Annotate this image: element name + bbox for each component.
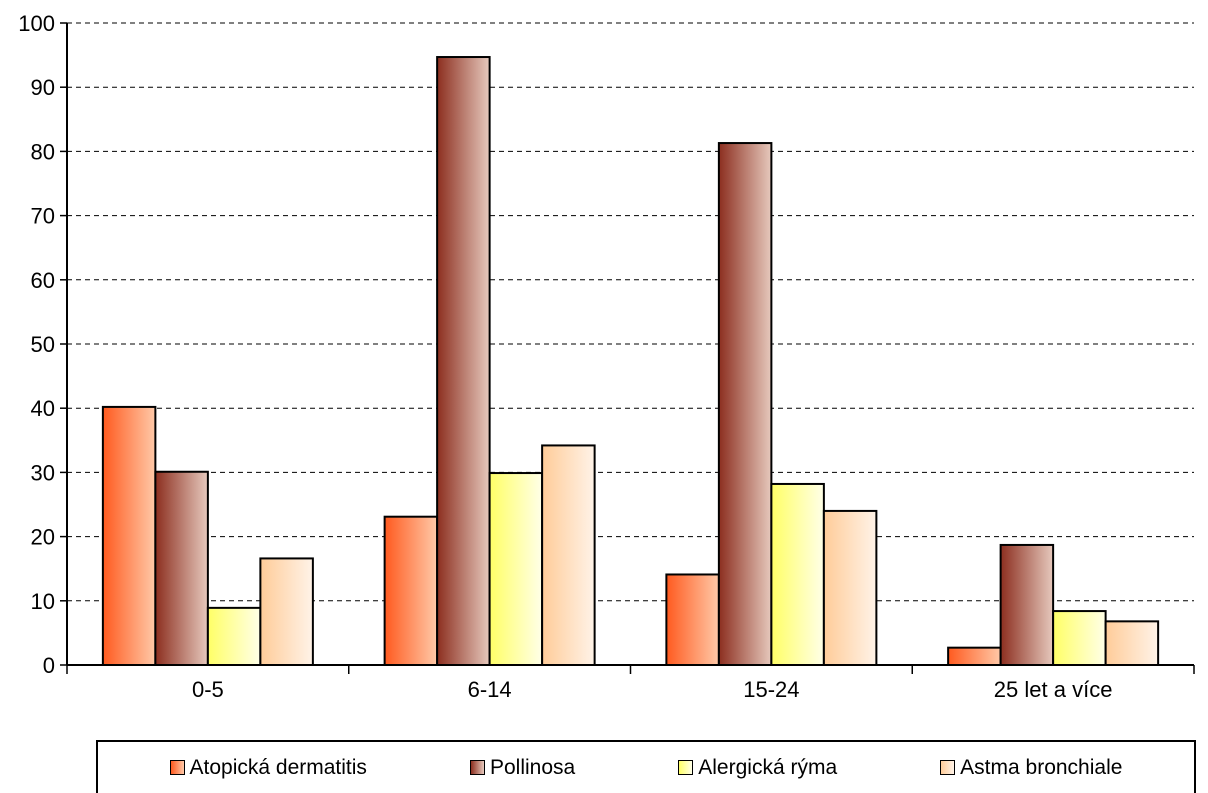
legend-item-pollinosa: Pollinosa xyxy=(469,755,576,780)
bar xyxy=(770,482,825,666)
x-tick-label: 6-14 xyxy=(468,677,512,702)
y-tick-label: 50 xyxy=(31,332,55,357)
legend-label: Atopická dermatitis xyxy=(189,755,367,779)
bar xyxy=(488,472,544,666)
bar xyxy=(206,606,262,666)
bar xyxy=(999,543,1055,666)
bar xyxy=(1104,620,1160,666)
legend: Atopická dermatitis Pollinosa Alergická … xyxy=(96,740,1196,793)
y-tick-label: 20 xyxy=(31,525,55,550)
legend-item-asthma: Astma bronchiale xyxy=(940,756,1122,780)
y-tick-label: 100 xyxy=(18,11,55,36)
bar xyxy=(717,142,773,666)
legend-label: Astma bronchiale xyxy=(960,755,1123,779)
bars xyxy=(101,56,1160,667)
bar xyxy=(259,557,314,666)
bar xyxy=(822,509,878,667)
bar xyxy=(947,646,1002,667)
y-tick-label: 90 xyxy=(31,75,55,100)
legend-item-atopic-dermatitis: Atopická dermatitis xyxy=(169,755,367,780)
x-tick-label: 25 let a více xyxy=(994,677,1113,702)
y-tick-label: 30 xyxy=(31,460,55,485)
legend-item-allergic-rhinitis: Alergická rýma xyxy=(678,756,837,780)
y-tick-label: 80 xyxy=(31,139,55,164)
y-tick-label: 70 xyxy=(31,204,55,229)
bar-chart: 0 10 20 30 40 50 60 70 80 90 100 0-5 6-14 15-24 25 let… xyxy=(18,11,1195,702)
gridlines xyxy=(67,22,1194,602)
legend-swatch xyxy=(469,760,485,775)
bar xyxy=(436,56,491,666)
bar xyxy=(541,444,596,666)
y-tick-label: 0 xyxy=(43,653,55,678)
bar xyxy=(1052,610,1107,667)
x-tick-label: 15-24 xyxy=(743,677,799,702)
y-tick-label: 40 xyxy=(31,396,55,421)
bar xyxy=(383,515,439,666)
x-tick-label: 0-5 xyxy=(192,677,224,702)
bar xyxy=(154,470,209,666)
bar xyxy=(665,573,720,667)
tick-labels: 0 10 20 30 40 50 60 70 80 90 100 0-5 6-14 15-24 25 let… xyxy=(18,11,1112,702)
y-tick-label: 10 xyxy=(31,589,55,614)
axes xyxy=(60,22,1195,674)
bar xyxy=(101,405,157,666)
legend-swatch xyxy=(940,760,956,775)
legend-label: Alergická rýma xyxy=(698,755,838,779)
legend-label: Pollinosa xyxy=(489,755,576,779)
legend-swatch xyxy=(678,760,694,775)
legend-swatch xyxy=(169,760,185,775)
y-tick-label: 60 xyxy=(31,268,55,293)
